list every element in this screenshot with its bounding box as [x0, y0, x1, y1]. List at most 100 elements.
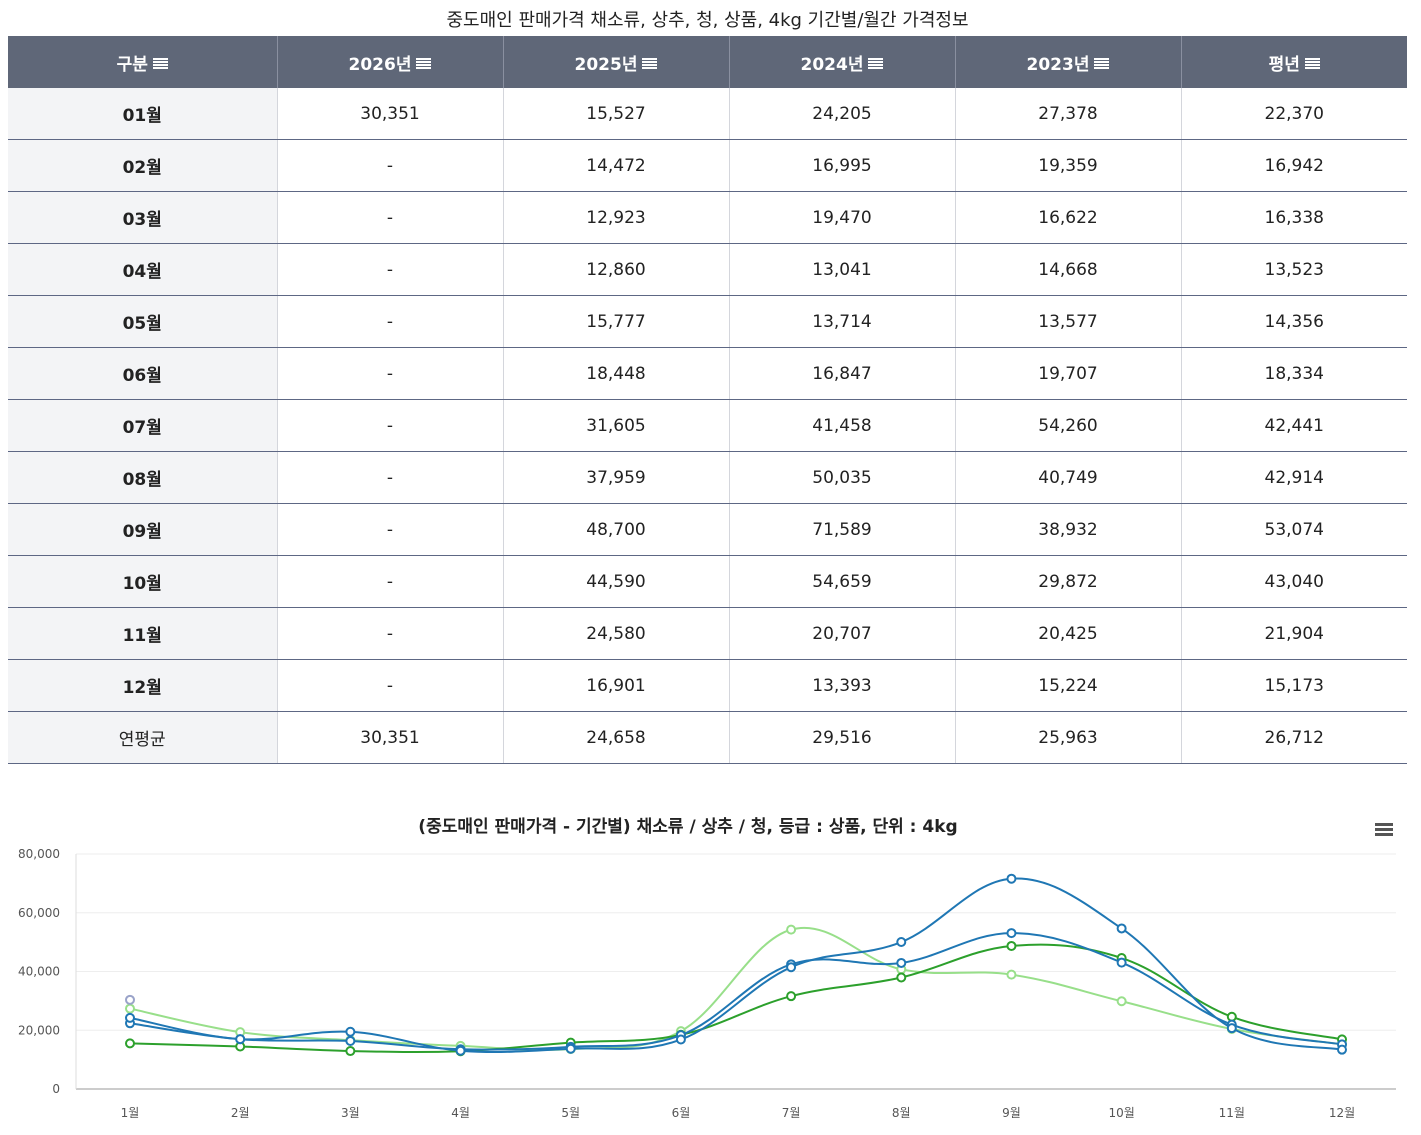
table-cell: 37,959: [503, 451, 730, 504]
table-cell: -: [277, 451, 504, 504]
table-row: 10월 -44,590 54,659 29,872 43,040: [8, 555, 1407, 608]
table-row: 09월 -48,700 71,589 38,932 53,074: [8, 503, 1407, 556]
column-header-1[interactable]: 2026년: [277, 36, 504, 88]
table-cell: 41,458: [729, 399, 956, 452]
table-cell: 16,942: [1181, 139, 1407, 192]
column-header-5[interactable]: 평년: [1181, 36, 1407, 88]
x-tick-label: 6월: [672, 1106, 691, 1120]
table-cell: 54,260: [955, 399, 1182, 452]
column-header-2[interactable]: 2025년: [503, 36, 730, 88]
sort-menu-icon[interactable]: [1304, 58, 1320, 69]
table-cell: 15,224: [955, 659, 1182, 712]
data-point[interactable]: [1226, 1011, 1237, 1022]
data-point[interactable]: [1006, 928, 1017, 939]
sort-menu-icon[interactable]: [1094, 58, 1110, 69]
data-point[interactable]: [786, 991, 797, 1002]
row-label: 01월: [8, 88, 278, 140]
table-cell: -: [277, 347, 504, 400]
table-row: 02월 -14,472 16,995 19,359 16,942: [8, 139, 1407, 192]
x-tick-label: 4월: [451, 1106, 470, 1120]
column-header-label: 2026년: [348, 54, 412, 75]
x-tick-label: 12월: [1329, 1106, 1355, 1120]
data-point[interactable]: [1006, 873, 1017, 884]
data-point[interactable]: [786, 924, 797, 935]
table-row: 12월 -16,901 13,393 15,224 15,173: [8, 659, 1407, 712]
row-label: 02월: [8, 139, 278, 192]
table-row: 연평균 30,351 24,658 29,516 25,963 26,712: [8, 711, 1407, 764]
x-tick-label: 8월: [892, 1106, 911, 1120]
data-point[interactable]: [1006, 969, 1017, 980]
data-point[interactable]: [125, 1003, 135, 1014]
table-cell: 20,707: [729, 607, 956, 660]
series-line-평년: [129, 932, 1343, 1051]
table-cell: 54,659: [729, 555, 956, 608]
chart-area: (중도매인 판매가격 - 기간별) 채소류 / 상추 / 청, 등급 : 상품,…: [0, 790, 1421, 1135]
table-cell: 44,590: [503, 555, 730, 608]
table-cell: 12,923: [503, 191, 730, 244]
data-point[interactable]: [786, 962, 797, 973]
data-point[interactable]: [345, 1046, 356, 1057]
y-tick-label: 40,000: [18, 965, 60, 979]
table-cell: 38,932: [955, 503, 1182, 556]
column-header-4[interactable]: 2023년: [955, 36, 1182, 88]
table-cell: 19,470: [729, 191, 956, 244]
y-tick-label: 0: [52, 1082, 60, 1096]
data-point[interactable]: [125, 1012, 135, 1023]
table-cell: 16,338: [1181, 191, 1407, 244]
table-cell: -: [277, 139, 504, 192]
column-header-label: 2023년: [1026, 54, 1090, 75]
table-cell: 29,872: [955, 555, 1182, 608]
data-point[interactable]: [1116, 996, 1127, 1007]
table-cell: -: [277, 243, 504, 296]
table-cell: 18,448: [503, 347, 730, 400]
series-line-2025년: [129, 943, 1343, 1054]
column-header-label: 구분: [116, 54, 148, 75]
series-line-2023년: [129, 926, 1343, 1051]
column-header-3[interactable]: 2024년: [729, 36, 956, 88]
table-cell: 18,334: [1181, 347, 1407, 400]
column-header-label: 2024년: [800, 54, 864, 75]
data-point[interactable]: [455, 1045, 466, 1056]
data-point[interactable]: [235, 1034, 246, 1045]
table-cell: 42,441: [1181, 399, 1407, 452]
data-point[interactable]: [345, 1036, 356, 1047]
row-label: 04월: [8, 243, 278, 296]
data-point[interactable]: [896, 937, 907, 948]
data-point[interactable]: [565, 1043, 576, 1054]
table-cell: 13,523: [1181, 243, 1407, 296]
table-row: 04월 -12,860 13,041 14,668 13,523: [8, 243, 1407, 296]
data-point[interactable]: [1116, 957, 1127, 968]
data-point[interactable]: [1337, 1044, 1347, 1055]
row-label: 10월: [8, 555, 278, 608]
table-cell: -: [277, 607, 504, 660]
sort-menu-icon[interactable]: [642, 58, 658, 69]
data-point[interactable]: [1006, 940, 1017, 951]
chart-menu-icon[interactable]: [1375, 823, 1393, 837]
data-point[interactable]: [1226, 1023, 1237, 1034]
data-point[interactable]: [675, 1034, 686, 1045]
table-cell: 30,351: [277, 88, 504, 140]
sort-menu-icon[interactable]: [152, 58, 168, 69]
data-point[interactable]: [896, 972, 907, 983]
table-cell: 31,605: [503, 399, 730, 452]
data-point[interactable]: [345, 1026, 356, 1037]
sort-menu-icon[interactable]: [868, 58, 884, 69]
row-label: 11월: [8, 607, 278, 660]
data-point[interactable]: [125, 1038, 135, 1049]
table-cell: 48,700: [503, 503, 730, 556]
y-tick-label: 60,000: [18, 906, 60, 920]
table-cell: 22,370: [1181, 88, 1407, 140]
line-chart: 0 20,000 40,000 60,000 80,000 1월 2월 3월 4월 5월 6월 7월 8…: [18, 847, 1396, 1120]
table-cell: 24,658: [503, 711, 730, 764]
series-line-2024년: [129, 877, 1343, 1053]
sort-menu-icon[interactable]: [416, 58, 432, 69]
data-point[interactable]: [896, 957, 907, 968]
table-cell: 15,777: [503, 295, 730, 348]
data-point[interactable]: [125, 994, 135, 1005]
table-cell: -: [277, 191, 504, 244]
table-cell: 15,173: [1181, 659, 1407, 712]
data-point[interactable]: [1116, 923, 1127, 934]
column-header-0[interactable]: 구분: [8, 36, 278, 88]
table-cell: 16,995: [729, 139, 956, 192]
table-cell: 40,749: [955, 451, 1182, 504]
